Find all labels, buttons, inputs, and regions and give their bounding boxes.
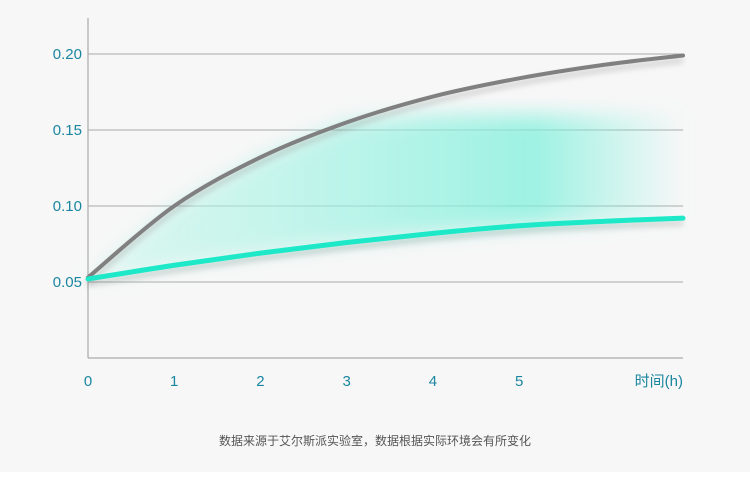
series-line-gray xyxy=(86,53,685,280)
x-tick-label: 1 xyxy=(170,373,178,390)
x-tick-label: 2 xyxy=(256,373,264,390)
x-tick-label: 5 xyxy=(515,373,523,390)
y-tick-label: 0.10 xyxy=(53,198,82,215)
x-tick-label: 3 xyxy=(343,373,351,390)
fill-between-area xyxy=(88,114,683,279)
x-tick-label: 0 xyxy=(84,373,92,390)
series-shadow xyxy=(86,58,684,285)
y-tick-label: 0.20 xyxy=(53,46,82,63)
x-axis-label: 时间(h) xyxy=(635,373,683,390)
y-tick-label: 0.15 xyxy=(53,122,82,139)
chart-caption: 数据来源于艾尔斯派实验室，数据根据实际环境会有所变化 xyxy=(218,434,531,448)
x-tick-label: 4 xyxy=(429,373,437,390)
y-tick-label: 0.05 xyxy=(53,274,82,291)
series-line-cyan xyxy=(85,215,686,282)
series-shadow xyxy=(87,220,684,287)
